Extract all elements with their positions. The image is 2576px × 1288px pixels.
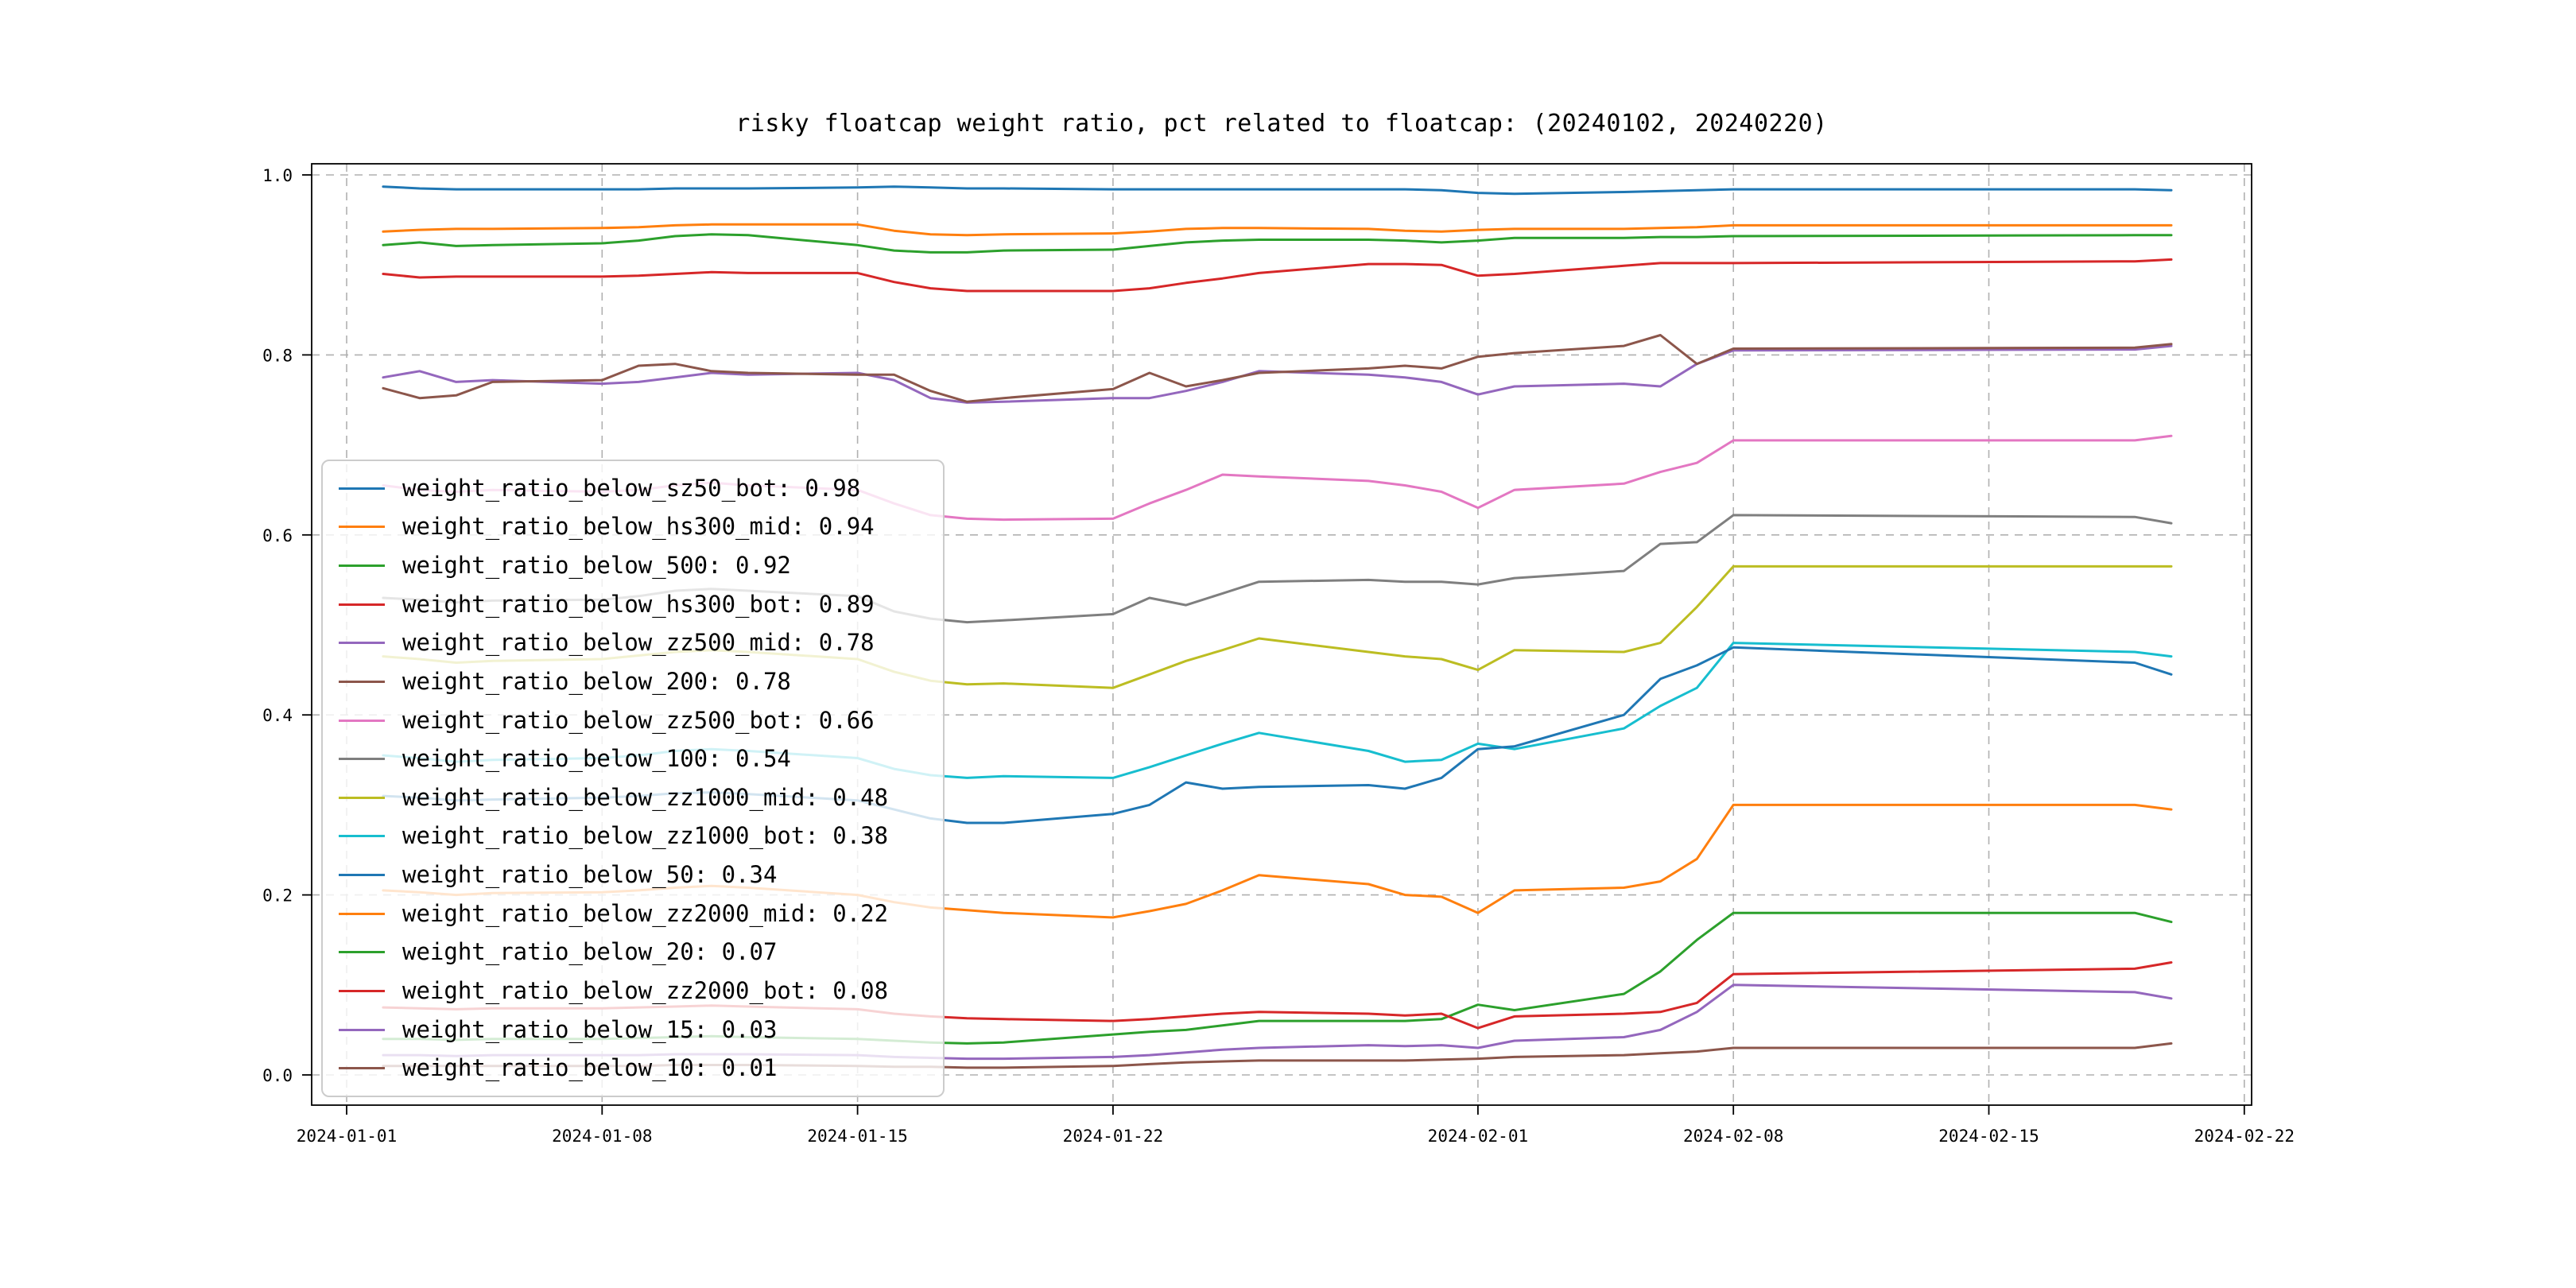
legend-label: weight_ratio_below_100: 0.54 bbox=[402, 745, 791, 773]
legend-line-swatch bbox=[339, 835, 385, 838]
legend-label: weight_ratio_below_zz2000_bot: 0.08 bbox=[402, 976, 889, 1004]
series-line-weight_ratio_below_zz500_mid bbox=[382, 344, 2173, 404]
legend-label: weight_ratio_below_zz1000_mid: 0.48 bbox=[402, 783, 889, 811]
legend-label: weight_ratio_below_zz500_mid: 0.78 bbox=[402, 629, 875, 657]
y-tick-label: 0.6 bbox=[262, 526, 293, 545]
series-line-weight_ratio_below_sz50_bot bbox=[382, 185, 2173, 196]
legend-line-swatch bbox=[339, 719, 385, 722]
legend-item: weight_ratio_below_zz2000_bot: 0.08 bbox=[339, 976, 927, 1004]
x-tick-label: 2024-02-08 bbox=[1683, 1127, 1783, 1146]
legend-label: weight_ratio_below_hs300_bot: 0.89 bbox=[402, 590, 875, 618]
plot-frame bbox=[311, 163, 2252, 1106]
y-tick-label: 1.0 bbox=[262, 166, 293, 185]
legend-label: weight_ratio_below_sz50_bot: 0.98 bbox=[402, 474, 861, 502]
x-tick-label: 2024-01-01 bbox=[297, 1127, 397, 1146]
legend-item: weight_ratio_below_20: 0.07 bbox=[339, 941, 927, 964]
legend-line-swatch bbox=[339, 951, 385, 954]
legend-item: weight_ratio_below_50: 0.34 bbox=[339, 863, 927, 886]
legend-line-swatch bbox=[339, 796, 385, 799]
legend-line-swatch bbox=[339, 526, 385, 529]
legend-label: weight_ratio_below_15: 0.03 bbox=[402, 1015, 778, 1043]
legend-label: weight_ratio_below_500: 0.92 bbox=[402, 552, 791, 580]
legend-item: weight_ratio_below_200: 0.78 bbox=[339, 667, 927, 695]
legend-label: weight_ratio_below_zz500_bot: 0.66 bbox=[402, 706, 875, 734]
series-line-weight_ratio_below_200 bbox=[382, 334, 2173, 403]
legend-item: weight_ratio_below_zz500_mid: 0.78 bbox=[339, 631, 927, 654]
legend-line-swatch bbox=[339, 1028, 385, 1031]
legend-line-swatch bbox=[339, 1067, 385, 1070]
legend-item: weight_ratio_below_500: 0.92 bbox=[339, 554, 927, 577]
legend-line-swatch bbox=[339, 989, 385, 992]
legend-line-swatch bbox=[339, 603, 385, 606]
legend-line-swatch bbox=[339, 642, 385, 645]
legend-label: weight_ratio_below_50: 0.34 bbox=[402, 861, 778, 889]
legend-item: weight_ratio_below_100: 0.54 bbox=[339, 747, 927, 770]
legend-label: weight_ratio_below_10: 0.01 bbox=[402, 1054, 778, 1082]
legend-line-swatch bbox=[339, 680, 385, 683]
legend-label: weight_ratio_below_zz1000_bot: 0.38 bbox=[402, 822, 889, 850]
legend-label: weight_ratio_below_20: 0.07 bbox=[402, 938, 778, 966]
legend-item: weight_ratio_below_zz500_bot: 0.66 bbox=[339, 706, 927, 734]
legend-item: weight_ratio_below_15: 0.03 bbox=[339, 1018, 927, 1042]
legend-label: weight_ratio_below_hs300_mid: 0.94 bbox=[402, 513, 875, 541]
y-tick-label: 0.2 bbox=[262, 886, 293, 906]
legend-line-swatch bbox=[339, 564, 385, 568]
x-tick-label: 2024-01-15 bbox=[807, 1127, 907, 1146]
y-tick-label: 0.0 bbox=[262, 1066, 293, 1085]
legend-line-swatch bbox=[339, 912, 385, 915]
x-tick-label: 2024-02-22 bbox=[2194, 1127, 2295, 1146]
x-tick-label: 2024-02-15 bbox=[1938, 1127, 2039, 1146]
legend-item: weight_ratio_below_hs300_bot: 0.89 bbox=[339, 590, 927, 618]
legend: weight_ratio_below_sz50_bot: 0.98 weight_… bbox=[321, 460, 945, 1097]
legend-item: weight_ratio_below_zz1000_mid: 0.48 bbox=[339, 786, 927, 809]
series-line-weight_ratio_below_hs300_mid bbox=[382, 223, 2173, 237]
legend-line-swatch bbox=[339, 487, 385, 490]
legend-item: weight_ratio_below_zz2000_mid: 0.22 bbox=[339, 902, 927, 925]
y-tick-label: 0.8 bbox=[262, 346, 293, 365]
legend-item: weight_ratio_below_sz50_bot: 0.98 bbox=[339, 474, 927, 502]
legend-item: weight_ratio_below_hs300_mid: 0.94 bbox=[339, 515, 927, 538]
series-line-weight_ratio_below_500 bbox=[382, 233, 2173, 254]
legend-line-swatch bbox=[339, 758, 385, 761]
legend-label: weight_ratio_below_zz2000_mid: 0.22 bbox=[402, 899, 889, 927]
series-line-weight_ratio_below_hs300_bot bbox=[382, 258, 2173, 293]
x-tick-label: 2024-02-01 bbox=[1428, 1127, 1528, 1146]
x-tick-label: 2024-01-22 bbox=[1063, 1127, 1163, 1146]
legend-label: weight_ratio_below_200: 0.78 bbox=[402, 667, 791, 695]
legend-item: weight_ratio_below_zz1000_bot: 0.38 bbox=[339, 824, 927, 848]
x-tick-label: 2024-01-08 bbox=[552, 1127, 652, 1146]
legend-item: weight_ratio_below_10: 0.01 bbox=[339, 1057, 927, 1080]
chart-title: risky floatcap weight ratio, pct related… bbox=[735, 110, 1828, 138]
y-tick-label: 0.4 bbox=[262, 706, 293, 725]
legend-line-swatch bbox=[339, 874, 385, 877]
